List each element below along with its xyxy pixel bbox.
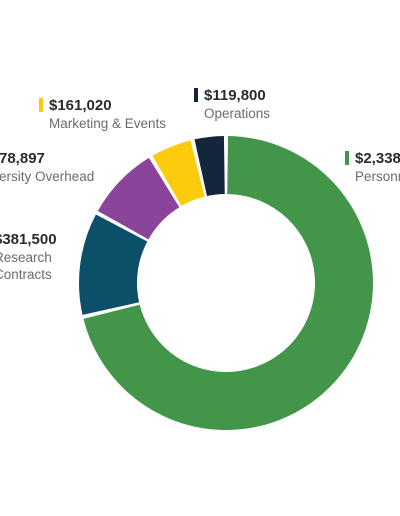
slice-marketing-events[interactable] xyxy=(152,140,205,206)
research-name-line2: Contracts xyxy=(0,267,52,282)
personnel-amount: $2,338 xyxy=(355,150,400,167)
label-personnel: $2,338 Personnel xyxy=(345,150,400,185)
label-overhead: 78,897 ersity Overhead xyxy=(0,150,94,185)
slice-university-overhead[interactable] xyxy=(97,157,180,240)
personnel-swatch xyxy=(345,151,349,165)
research-name-line1: Research xyxy=(0,250,52,265)
research-amount: $381,500 xyxy=(0,231,57,248)
slice-personnel[interactable] xyxy=(83,136,374,430)
overhead-amount: 78,897 xyxy=(0,150,45,167)
operations-amount: $119,800 xyxy=(204,87,266,104)
label-marketing: $161,020 Marketing & Events xyxy=(39,97,166,132)
label-research: $381,500 Research Contracts xyxy=(0,231,57,283)
marketing-name: Marketing & Events xyxy=(49,116,167,131)
slice-operations[interactable] xyxy=(194,136,225,197)
marketing-amount: $161,020 xyxy=(49,97,112,114)
operations-name: Operations xyxy=(204,106,271,121)
slice-research-contracts[interactable] xyxy=(79,214,148,315)
marketing-swatch xyxy=(39,98,43,112)
overhead-name: ersity Overhead xyxy=(0,169,95,184)
personnel-name: Personnel xyxy=(355,169,400,184)
label-operations: $119,800 Operations xyxy=(194,87,270,122)
operations-swatch xyxy=(194,88,198,102)
